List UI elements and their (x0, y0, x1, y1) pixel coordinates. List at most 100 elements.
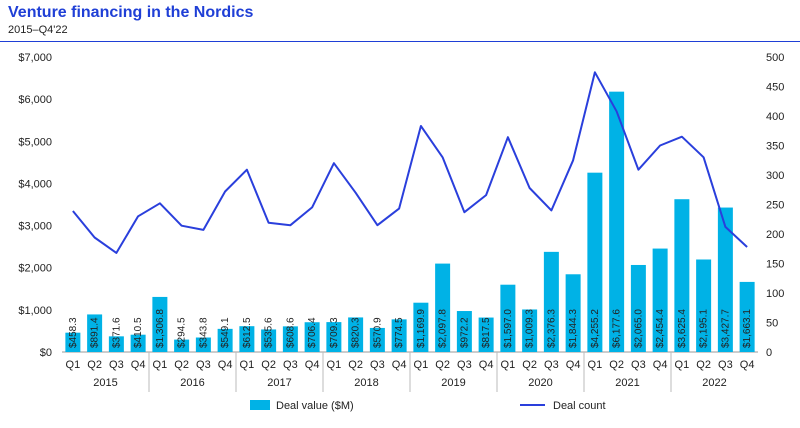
x-tick-label: Q4 (479, 359, 494, 371)
title-divider (0, 41, 800, 42)
right-axis-tick-label: 0 (766, 347, 772, 359)
bar-data-label: $1,597.0 (503, 309, 514, 348)
x-year-label: 2022 (702, 377, 726, 389)
bar-data-label: $608.6 (285, 317, 296, 348)
right-axis-tick-label: 500 (766, 52, 784, 64)
x-tick-label: Q1 (675, 359, 690, 371)
bar (195, 337, 211, 352)
bar-data-label: $3,427.7 (720, 309, 731, 348)
right-axis-tick-label: 50 (766, 318, 778, 330)
x-tick-label: Q4 (653, 359, 668, 371)
legend-label-deal-value: Deal value ($M) (276, 400, 354, 412)
bar (326, 322, 342, 352)
bar (391, 319, 407, 352)
bar (152, 296, 168, 352)
x-tick-label: Q2 (522, 359, 537, 371)
bar (717, 207, 733, 352)
bar-data-label: $2,097.8 (438, 309, 449, 348)
bar-data-label: $294.5 (177, 317, 188, 348)
x-tick-label: Q3 (283, 359, 298, 371)
bar (652, 248, 668, 352)
x-tick-label: Q3 (370, 359, 385, 371)
bar-data-label: $535.6 (264, 317, 275, 348)
bar-data-label: $1,169.9 (416, 309, 427, 348)
chart-subtitle: 2015–Q4'22 (8, 24, 68, 36)
bar (174, 339, 190, 352)
x-tick-label: Q3 (457, 359, 472, 371)
bar (413, 302, 429, 352)
bar-data-label: $1,844.3 (568, 309, 579, 348)
x-tick-label: Q4 (131, 359, 146, 371)
left-axis-tick-label: $7,000 (18, 52, 52, 64)
bar-data-label: $774.5 (394, 317, 405, 348)
x-tick-label: Q4 (305, 359, 320, 371)
bar-data-label: $2,195.1 (699, 309, 710, 348)
left-axis-tick-label: $3,000 (18, 221, 52, 233)
x-tick-label: Q4 (566, 359, 581, 371)
x-tick-label: Q2 (609, 359, 624, 371)
x-axis: Q1 Q2 Q3 Q4 Q1 Q2 Q3 Q4 Q1 Q2 Q3 Q4 Q1 Q2 Q3 Q4 Q1 Q2 Q3 Q4… (66, 352, 755, 392)
bar (478, 317, 494, 352)
left-axis-tick-label: $4,000 (18, 178, 52, 190)
x-tick-label: Q1 (414, 359, 429, 371)
bar (500, 284, 516, 352)
bar-data-label: $2,065.0 (633, 309, 644, 348)
bar-data-label: $1,663.1 (742, 309, 753, 348)
right-axis-tick-label: 200 (766, 229, 784, 241)
x-tick-label: Q1 (153, 359, 168, 371)
right-axis-tick-label: 450 (766, 82, 784, 94)
bar (435, 263, 451, 352)
bar (130, 334, 146, 352)
right-axis-tick-label: 300 (766, 170, 784, 182)
bar (348, 317, 364, 352)
bar-data-label: $820.3 (351, 317, 362, 348)
x-tick-label: Q3 (544, 359, 559, 371)
x-tick-label: Q1 (501, 359, 516, 371)
x-year-label: 2017 (267, 377, 291, 389)
legend-swatch-deal-value (250, 400, 270, 410)
legend: Deal value ($M) Deal count (250, 400, 606, 412)
right-axis-tick-label: 250 (766, 200, 784, 212)
bar (609, 91, 625, 352)
bar (522, 309, 538, 352)
bar-data-label: $2,454.4 (655, 309, 666, 348)
left-axis-tick-label: $1,000 (18, 305, 52, 317)
x-tick-label: Q1 (588, 359, 603, 371)
left-axis-tick-label: $5,000 (18, 136, 52, 148)
right-axis-ticks: 0 50 100 150 200 250 300 350 400 450 500 (766, 52, 784, 359)
right-axis-tick-label: 100 (766, 288, 784, 300)
bar (87, 314, 103, 352)
x-year-label: 2015 (93, 377, 117, 389)
x-tick-label: Q1 (66, 359, 81, 371)
right-axis-tick-label: 150 (766, 259, 784, 271)
x-tick-label: Q2 (696, 359, 711, 371)
right-axis-tick-label: 350 (766, 141, 784, 153)
left-axis-tick-label: $0 (40, 347, 52, 359)
bar (239, 326, 255, 352)
bar (65, 332, 81, 352)
chart-title: Venture financing in the Nordics (8, 4, 254, 21)
x-tick-label: Q4 (740, 359, 755, 371)
bar-data-label: $612.5 (242, 317, 253, 348)
x-tick-label: Q2 (348, 359, 363, 371)
bar (674, 199, 690, 352)
bar-data-label: $706.4 (307, 317, 318, 348)
x-tick-label: Q4 (392, 359, 407, 371)
x-year-label: 2018 (354, 377, 378, 389)
bar-data-label: $458.3 (68, 317, 79, 348)
bar (369, 327, 385, 352)
legend-label-deal-count: Deal count (553, 400, 606, 412)
bar-data-label: $570.9 (372, 317, 383, 348)
x-tick-label: Q3 (196, 359, 211, 371)
right-axis-tick-label: 400 (766, 111, 784, 123)
bar-data-label: $343.8 (198, 317, 209, 348)
bar-data-label: $549.1 (220, 317, 231, 348)
bar (565, 274, 581, 352)
bar-series (65, 91, 755, 352)
bar-data-label: $891.4 (90, 317, 101, 348)
x-tick-label: Q2 (174, 359, 189, 371)
x-tick-label: Q1 (327, 359, 342, 371)
bar-data-label: $2,376.3 (546, 309, 557, 348)
bar (739, 281, 755, 352)
